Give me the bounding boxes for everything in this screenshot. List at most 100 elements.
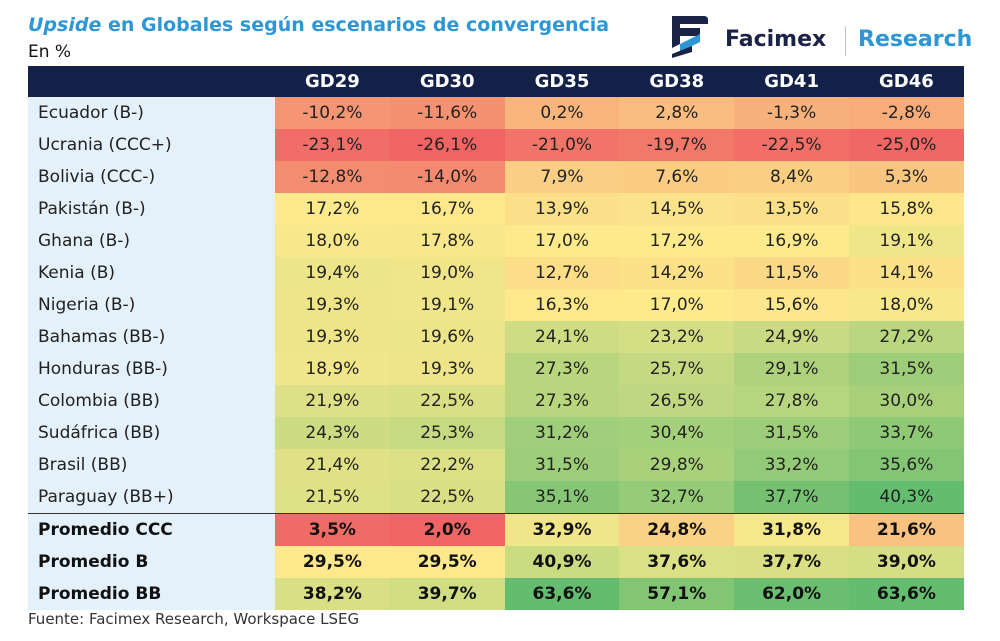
heatmap-cell: 15,6%: [734, 289, 849, 321]
heatmap-cell: 29,8%: [619, 449, 735, 481]
heatmap-cell: 18,0%: [275, 225, 390, 257]
heatmap-cell: 24,3%: [275, 417, 390, 449]
header-corner: [28, 66, 275, 97]
row-label: Ucrania (CCC+): [28, 129, 275, 161]
heatmap-cell: 0,2%: [504, 97, 620, 129]
row-label: Bahamas (BB-): [28, 321, 275, 353]
heatmap-cell: -26,1%: [389, 129, 505, 161]
row-label: Pakistán (B-): [28, 193, 275, 225]
chart-title: Upside en Globales según escenarios de c…: [28, 14, 609, 36]
heatmap-cell: 19,3%: [275, 321, 390, 353]
heatmap-cell: 15,8%: [848, 193, 964, 225]
heatmap-cell: 31,8%: [734, 514, 849, 546]
heatmap-cell: 40,9%: [504, 546, 620, 578]
facimex-logo: Facimex Research: [670, 14, 980, 60]
column-header: GD29: [305, 71, 360, 92]
row-label: Promedio B: [28, 546, 275, 578]
table-body: Ecuador (B-) -10,2% -11,6% 0,2% 2,8% -1,3% -2,…: [28, 97, 964, 610]
heatmap-cell: 63,6%: [504, 578, 620, 610]
heatmap-cell: 27,3%: [504, 385, 620, 417]
heatmap-cell: 14,1%: [848, 257, 964, 289]
table-row: Honduras (BB-) 18,9% 19,3% 27,3% 25,7% 29,1% 3…: [28, 353, 964, 385]
title-rest: en Globales según escenarios de converge…: [107, 14, 610, 36]
heatmap-cell: 30,0%: [848, 385, 964, 417]
column-header: GD41: [764, 71, 819, 92]
heatmap-cell: 5,3%: [848, 161, 964, 193]
row-label: Nigeria (B-): [28, 289, 275, 321]
table-row: Colombia (BB) 21,9% 22,5% 27,3% 26,5% 27,8% 30…: [28, 385, 964, 417]
heatmap-cell: 62,0%: [734, 578, 849, 610]
table-row: Paraguay (BB+) 21,5% 22,5% 35,1% 32,7% 37,7% 4…: [28, 481, 964, 513]
heatmap-cell: 21,6%: [848, 514, 964, 546]
table-row: Nigeria (B-) 19,3% 19,1% 16,3% 17,0% 15,6% 18,…: [28, 289, 964, 321]
heatmap-cell: 31,5%: [504, 449, 620, 481]
row-label: Bolivia (CCC-): [28, 161, 275, 193]
heatmap-cell: 31,2%: [504, 417, 620, 449]
heatmap-cell: 27,2%: [848, 321, 964, 353]
heatmap-cell: 29,5%: [389, 546, 505, 578]
chart-subtitle: En %: [28, 42, 72, 62]
heatmap-cell: 24,9%: [734, 321, 849, 353]
heatmap-cell: -2,8%: [848, 97, 964, 129]
heatmap-cell: 19,1%: [848, 225, 964, 257]
heatmap-cell: 8,4%: [734, 161, 849, 193]
heatmap-cell: 19,0%: [389, 257, 505, 289]
average-row: Promedio CCC 3,5% 2,0% 32,9% 24,8% 31,8% 21,6%: [28, 513, 964, 546]
heatmap-cell: 13,5%: [734, 193, 849, 225]
row-label: Colombia (BB): [28, 385, 275, 417]
table-row: Pakistán (B-) 17,2% 16,7% 13,9% 14,5% 13,5% 15…: [28, 193, 964, 225]
row-label: Paraguay (BB+): [28, 481, 275, 513]
heatmap-cell: 17,2%: [619, 225, 735, 257]
table-row: Ghana (B-) 18,0% 17,8% 17,0% 17,2% 16,9% 19,1%: [28, 225, 964, 257]
heatmap-cell: 37,7%: [734, 546, 849, 578]
heatmap-cell: 12,7%: [504, 257, 620, 289]
heatmap-cell: 21,4%: [275, 449, 390, 481]
row-label: Promedio BB: [28, 578, 275, 610]
heatmap-cell: 39,0%: [848, 546, 964, 578]
heatmap-cell: -12,8%: [275, 161, 390, 193]
heatmap-cell: 7,6%: [619, 161, 735, 193]
heatmap-table: GD29 GD30 GD35 GD38 GD41 GD46 Ecuador (B…: [28, 66, 964, 610]
heatmap-cell: 27,3%: [504, 353, 620, 385]
heatmap-cell: 19,3%: [275, 289, 390, 321]
row-label: Ecuador (B-): [28, 97, 275, 129]
heatmap-cell: -1,3%: [734, 97, 849, 129]
heatmap-cell: 3,5%: [275, 514, 390, 546]
heatmap-cell: 13,9%: [504, 193, 620, 225]
heatmap-cell: 37,6%: [619, 546, 735, 578]
heatmap-cell: 23,2%: [619, 321, 735, 353]
row-label: Kenia (B): [28, 257, 275, 289]
heatmap-cell: 17,8%: [389, 225, 505, 257]
table-row: Kenia (B) 19,4% 19,0% 12,7% 14,2% 11,5% 14,1%: [28, 257, 964, 289]
average-row: Promedio B 29,5% 29,5% 40,9% 37,6% 37,7% 39,0%: [28, 546, 964, 578]
heatmap-cell: -23,1%: [275, 129, 390, 161]
table-row: Sudáfrica (BB) 24,3% 25,3% 31,2% 30,4% 31,5% 3…: [28, 417, 964, 449]
heatmap-cell: 7,9%: [504, 161, 620, 193]
heatmap-cell: 19,6%: [389, 321, 505, 353]
heatmap-cell: 30,4%: [619, 417, 735, 449]
heatmap-cell: 29,1%: [734, 353, 849, 385]
heatmap-cell: 27,8%: [734, 385, 849, 417]
table-row: Bahamas (BB-) 19,3% 19,6% 24,1% 23,2% 24,9% 27…: [28, 321, 964, 353]
heatmap-cell: 25,7%: [619, 353, 735, 385]
heatmap-cell: 17,0%: [504, 225, 620, 257]
table-row: Ecuador (B-) -10,2% -11,6% 0,2% 2,8% -1,3% -2,…: [28, 97, 964, 129]
table-row: Bolivia (CCC-) -12,8% -14,0% 7,9% 7,6% 8,4% 5,…: [28, 161, 964, 193]
title-italic: Upside: [28, 14, 102, 36]
heatmap-cell: 39,7%: [389, 578, 505, 610]
heatmap-cell: 29,5%: [275, 546, 390, 578]
heatmap-cell: 31,5%: [848, 353, 964, 385]
heatmap-cell: 14,5%: [619, 193, 735, 225]
row-label: Promedio CCC: [28, 514, 275, 546]
heatmap-cell: 21,5%: [275, 481, 390, 513]
heatmap-cell: 2,8%: [619, 97, 735, 129]
row-label: Honduras (BB-): [28, 353, 275, 385]
source-note: Fuente: Facimex Research, Workspace LSEG: [28, 610, 360, 628]
heatmap-cell: -14,0%: [389, 161, 505, 193]
heatmap-cell: 32,9%: [504, 514, 620, 546]
logo-brand: Facimex: [725, 27, 827, 52]
heatmap-cell: 19,1%: [389, 289, 505, 321]
heatmap-cell: 25,3%: [389, 417, 505, 449]
heatmap-cell: 11,5%: [734, 257, 849, 289]
column-header: GD30: [419, 71, 475, 92]
